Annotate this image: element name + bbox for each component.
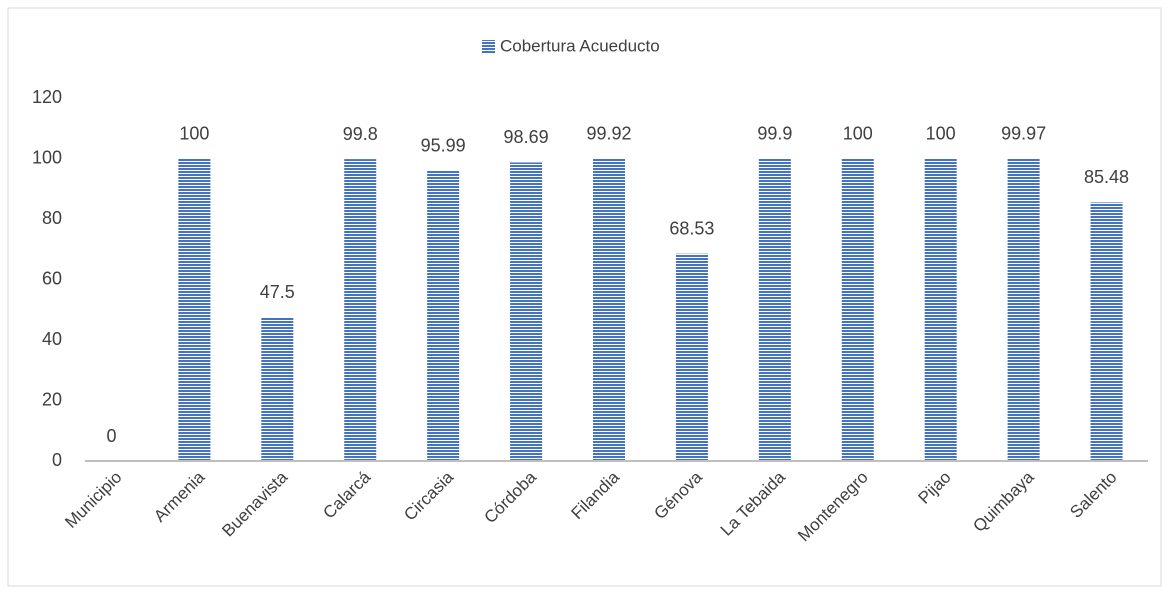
value-label: 85.48 — [1084, 167, 1129, 187]
y-tick-label: 20 — [42, 389, 62, 409]
value-label: 100 — [926, 123, 956, 143]
bar — [427, 170, 460, 461]
y-tick-label: 120 — [32, 87, 62, 107]
x-tick-label: Buenavista — [218, 467, 291, 540]
y-tick-label: 60 — [42, 268, 62, 288]
x-tick-label: La Tebaida — [717, 467, 789, 539]
y-tick-label: 100 — [32, 147, 62, 167]
x-tick-label: Calarcá — [319, 467, 374, 522]
value-label: 100 — [179, 123, 209, 143]
y-tick-label: 80 — [42, 208, 62, 228]
bar — [924, 158, 957, 461]
x-tick-label: Pijao — [915, 468, 955, 508]
bar — [510, 162, 543, 461]
x-tick-label: Municipio — [61, 468, 125, 532]
bar — [178, 158, 211, 461]
value-label: 99.92 — [586, 123, 631, 143]
value-label: 99.97 — [1001, 123, 1046, 143]
x-tick-label: Filandia — [567, 467, 623, 523]
bar — [344, 159, 377, 462]
chart-border — [7, 7, 1162, 587]
value-label: 0 — [106, 426, 116, 446]
value-label: 99.8 — [343, 124, 378, 144]
bar — [1090, 202, 1123, 461]
x-tick-label: Armenia — [150, 467, 209, 526]
bar — [1007, 158, 1040, 461]
y-tick-label: 0 — [52, 450, 62, 470]
bar — [261, 317, 294, 461]
x-tick-label: Circasia — [400, 467, 457, 524]
legend-label: Cobertura Acueducto — [500, 36, 660, 55]
value-label: 100 — [843, 123, 873, 143]
x-tick-label: Quimbaya — [969, 467, 1038, 536]
bar — [675, 253, 708, 461]
x-tick-label: Córdoba — [481, 467, 541, 527]
value-label: 47.5 — [260, 282, 295, 302]
legend-swatch — [482, 40, 495, 53]
bar — [593, 158, 625, 461]
value-label: 99.9 — [757, 124, 792, 144]
bar — [758, 158, 791, 462]
x-tick-label: Génova — [650, 467, 706, 523]
value-label: 98.69 — [504, 127, 549, 147]
y-tick-label: 40 — [42, 329, 62, 349]
value-label: 95.99 — [421, 135, 466, 155]
value-label: 68.53 — [669, 218, 714, 238]
x-tick-label: Salento — [1066, 468, 1120, 522]
x-tick-label: Montenegro — [794, 468, 872, 546]
bar — [841, 158, 874, 461]
